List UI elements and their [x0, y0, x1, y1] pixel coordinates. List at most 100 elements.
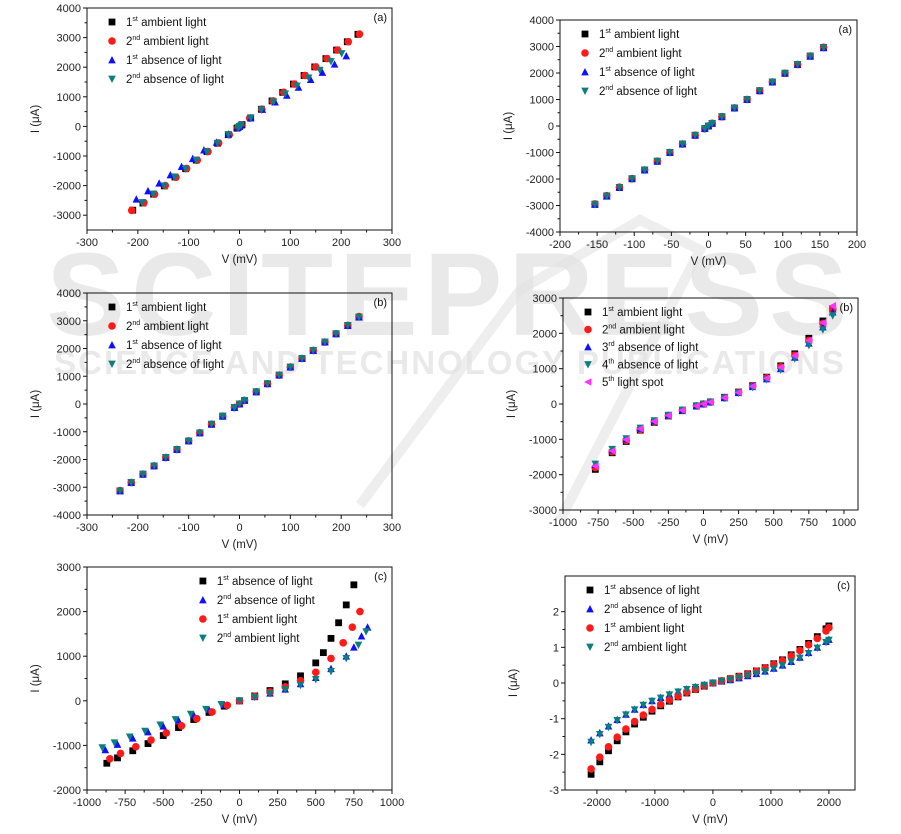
x-tick-label: 250 — [729, 517, 747, 529]
legend-text: ambient light — [143, 36, 209, 48]
data-point — [327, 58, 335, 66]
data-point — [805, 341, 813, 350]
data-point — [743, 672, 752, 680]
data-point — [762, 374, 771, 383]
y-tick-label: -1000 — [53, 151, 81, 163]
data-point — [174, 716, 183, 724]
y-tick-label: -4000 — [526, 227, 554, 239]
legend-ordinal-suffix: st — [610, 584, 616, 591]
legend-text: absence of light — [234, 595, 315, 607]
data-point — [339, 639, 348, 647]
data-point — [98, 744, 107, 752]
legend-ordinal-suffix: nd — [132, 73, 140, 80]
data-point — [613, 733, 621, 742]
data-point — [147, 736, 155, 744]
data-point — [342, 601, 350, 609]
data-point — [266, 690, 274, 698]
data-point — [704, 122, 713, 130]
data-point — [257, 106, 266, 114]
data-point — [132, 195, 141, 203]
data-point — [128, 734, 137, 742]
x-tick-label: 0 — [710, 797, 716, 809]
legend-text: absence of light — [619, 585, 700, 597]
data-point — [355, 30, 364, 38]
legend-ordinal-suffix: nd — [605, 47, 613, 54]
x-tick-label: -100 — [178, 237, 200, 249]
legend-ordinal-suffix: st — [608, 306, 614, 313]
y-axis-title: I (μA) — [503, 112, 515, 141]
y-tick-label: 3000 — [57, 33, 81, 45]
y-axis-title: I (μA) — [30, 390, 42, 419]
data-point — [678, 406, 686, 415]
y-tick-label: -2000 — [529, 470, 557, 482]
y-tick-label: -1000 — [529, 434, 557, 446]
legend-label: 3rd absence of light — [602, 341, 699, 354]
legend-ordinal: 4 — [602, 360, 609, 372]
series-4 — [98, 628, 370, 752]
legend-ordinal: 1 — [599, 29, 605, 41]
data-point — [717, 677, 726, 686]
data-point — [344, 37, 353, 46]
data-point — [184, 437, 193, 445]
y-tick-label: 0 — [75, 399, 81, 411]
legend-ordinal: 2 — [126, 359, 132, 371]
data-point — [252, 388, 261, 396]
data-point — [281, 686, 290, 694]
legend-text: absence of light — [621, 604, 702, 616]
data-point — [787, 658, 795, 666]
x-tick-label: 50 — [740, 239, 752, 251]
data-point — [286, 363, 295, 372]
series-3 — [587, 623, 833, 773]
data-point — [819, 44, 828, 52]
legend-ordinal-suffix: nd — [605, 85, 613, 92]
data-point — [813, 644, 822, 653]
legend-label: 2nd absence of light — [599, 85, 698, 98]
data-point — [362, 628, 370, 636]
legend-marker — [581, 30, 589, 38]
legend-ordinal: 1 — [604, 585, 610, 597]
legend-ordinal-suffix: nd — [223, 632, 231, 639]
legend-label: 1st absence of light — [126, 339, 222, 352]
data-point — [296, 681, 305, 690]
data-point — [622, 435, 630, 444]
watermark-chevron — [355, 214, 707, 523]
data-point — [743, 96, 751, 104]
legend-text: ambient light — [143, 321, 209, 333]
y-tick-label: 1000 — [57, 371, 81, 383]
data-point — [173, 446, 181, 454]
legend-item: 1st ambient light — [584, 306, 683, 319]
legend-marker — [108, 56, 116, 64]
data-point — [639, 701, 648, 710]
legend-text: absence of light — [232, 576, 313, 588]
data-point — [316, 66, 324, 75]
data-point — [665, 696, 674, 704]
data-point — [804, 641, 813, 649]
data-point — [101, 745, 110, 754]
data-point — [224, 131, 233, 139]
legend-item: 5th light spot — [584, 376, 664, 389]
legend-label: 2nd ambient light — [126, 35, 209, 48]
x-axis-title: V (mV) — [692, 814, 728, 826]
data-point — [319, 649, 327, 657]
legend-marker — [108, 37, 116, 45]
data-point — [776, 363, 785, 372]
legend-label: 2nd absence of light — [217, 594, 316, 607]
x-tick-label: -1000 — [549, 517, 577, 529]
legend-marker — [584, 361, 592, 369]
legend-marker — [199, 577, 207, 585]
data-point — [804, 649, 813, 658]
legend-ordinal: 2 — [602, 325, 608, 337]
y-tick-label: -1000 — [53, 740, 81, 752]
panel-tag: (a) — [839, 24, 852, 36]
data-point — [602, 192, 611, 201]
x-tick-label: 0 — [236, 522, 242, 534]
x-tick-label: -500 — [622, 517, 644, 529]
data-point — [591, 462, 599, 470]
data-point — [796, 646, 804, 655]
data-point — [202, 705, 210, 714]
x-axis-title: V (mV) — [222, 539, 258, 551]
panel-tag: (b) — [374, 297, 387, 309]
legend-text: ambient light — [619, 325, 685, 337]
